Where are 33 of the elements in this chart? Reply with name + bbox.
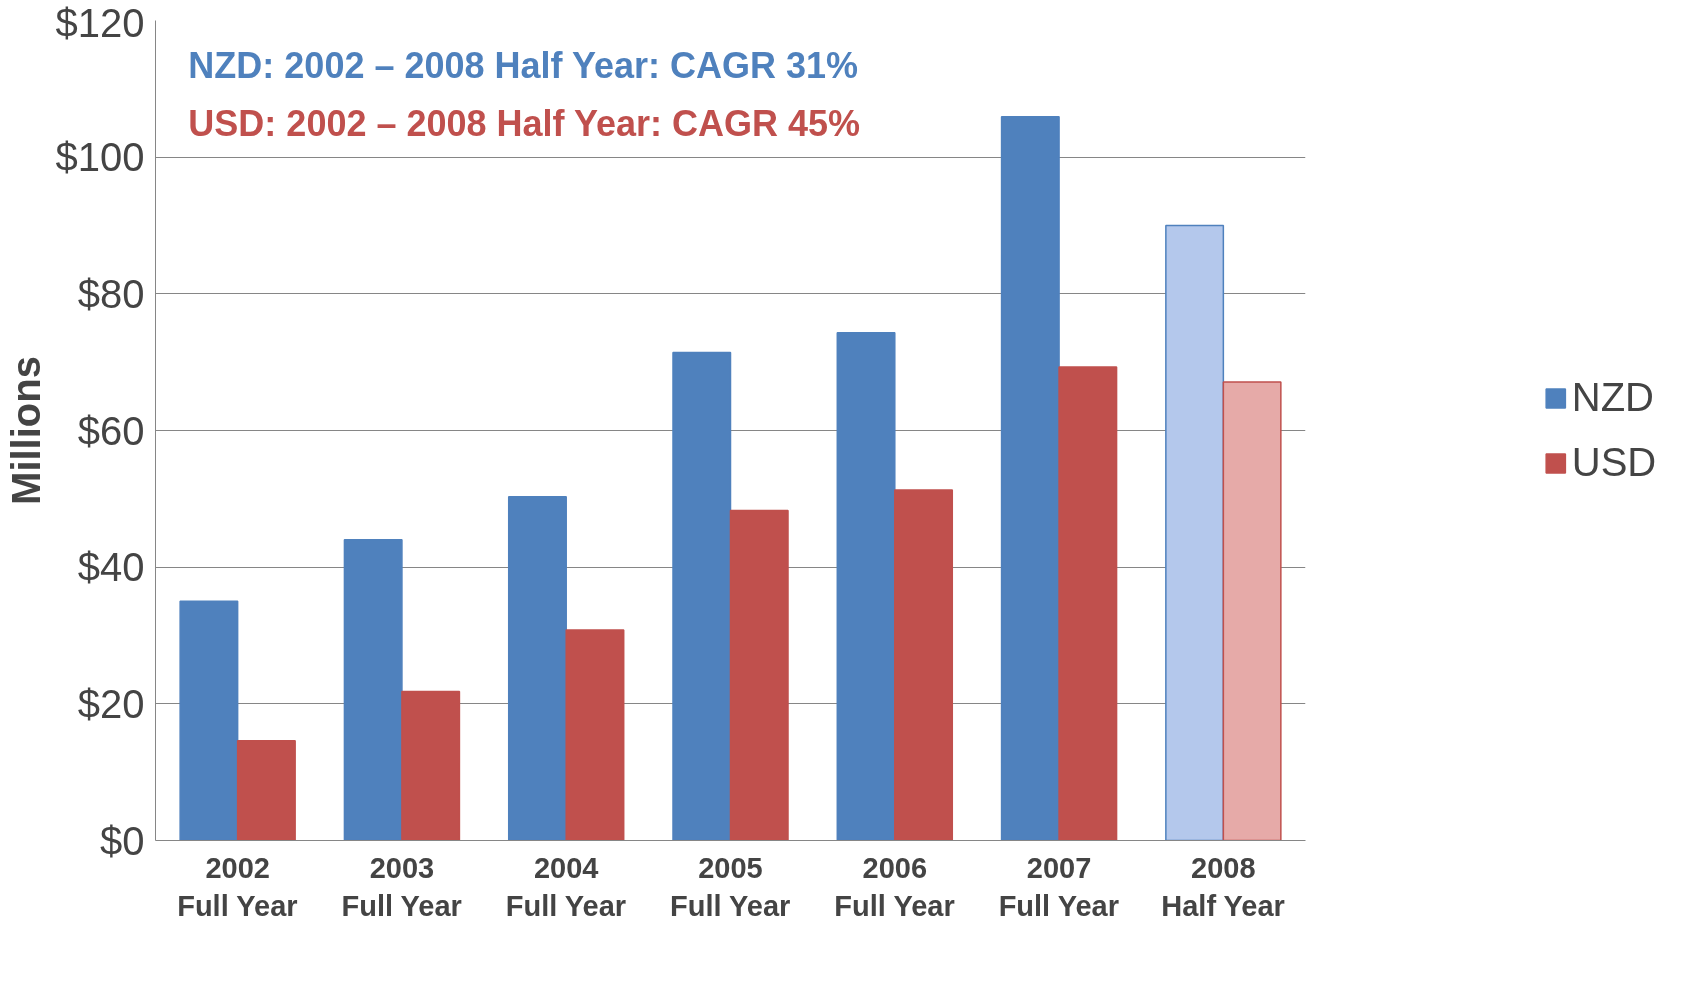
y-tick-label: $0	[100, 818, 145, 863]
x-tick-label: 2008 Half Year	[1161, 851, 1285, 922]
y-tick-label: $120	[55, 0, 145, 45]
bar	[894, 489, 954, 841]
y-tick-label: $20	[77, 681, 145, 726]
y-tick-label: $60	[77, 408, 145, 453]
bar	[343, 539, 403, 841]
bar	[672, 351, 732, 841]
legend-label: NZD	[1571, 375, 1654, 420]
bar	[1222, 381, 1282, 841]
annotation: USD: 2002 – 2008 Half Year: CAGR 45%	[188, 102, 861, 144]
y-tick-label: $80	[77, 271, 145, 316]
bar	[1000, 116, 1060, 841]
bar	[729, 509, 789, 841]
x-tick-label: 2003 Full Year	[341, 851, 462, 922]
x-tick-label: 2002 Full Year	[177, 851, 298, 922]
x-tick-label: 2007 Full Year	[998, 851, 1119, 922]
bar	[1165, 224, 1225, 841]
bar	[179, 600, 239, 841]
y-tick-label: $100	[55, 135, 145, 180]
x-tick-label: 2005 Full Year	[670, 851, 791, 922]
annotation: NZD: 2002 – 2008 Half Year: CAGR 31%	[188, 45, 859, 87]
bar	[236, 739, 296, 841]
legend-label: USD	[1571, 440, 1657, 485]
y-axis-title: Millions	[3, 356, 48, 505]
bar	[836, 332, 896, 841]
bar	[401, 690, 461, 841]
y-tick-label: $40	[77, 545, 145, 590]
bar	[507, 496, 567, 841]
x-tick-label: 2006 Full Year	[834, 851, 955, 922]
x-tick-label: 2004 Full Year	[505, 851, 627, 922]
bar	[565, 629, 625, 841]
bar	[1058, 366, 1118, 841]
